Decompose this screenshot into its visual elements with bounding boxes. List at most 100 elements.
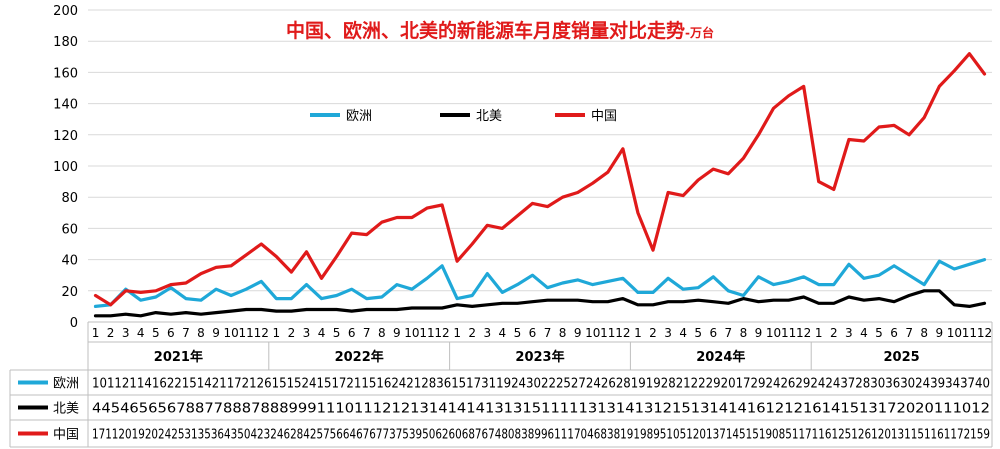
table-cell-value: 172 [950,428,970,443]
table-cell-value: 16 [376,377,391,392]
table-cell-value: 28 [290,428,303,443]
table-cell-value: 98 [640,428,653,443]
x-tick-label: 4 [137,326,145,340]
x-tick-label: 1 [634,326,642,340]
table-cell-value: 29 [751,377,766,392]
table-cell-value: 111 [554,428,574,443]
x-tick-label: 4 [318,326,326,340]
table-cell-value: 15 [182,377,197,392]
table-cell-value: 9 [307,402,316,417]
table-cell-value: 37 [840,377,855,392]
table-cell-value: 13 [410,402,429,417]
table-cell-value: 46 [277,428,290,443]
table-cell-value: 15 [287,377,302,392]
year-label: 2024年 [696,349,745,365]
table-cell-value: 39 [930,377,945,392]
table-cell-value: 39 [409,428,422,443]
x-tick-label: 2 [830,326,838,340]
table-cell-value: 13 [691,402,710,417]
table-cell-value: 57 [316,428,329,443]
table-cell-value: 22 [691,377,706,392]
table-cell-value: 14 [448,402,467,417]
x-tick-label: 4 [679,326,687,340]
x-tick-label: 6 [348,326,356,340]
x-tick-label: 3 [303,326,311,340]
x-tick-label: 2 [468,326,476,340]
table-cell-value: 76 [475,428,488,443]
table-cell-value: 145 [726,428,746,443]
table-cell-value: 46 [587,428,600,443]
y-tick-label: 40 [61,254,78,269]
table-cell-value: 75 [396,428,409,443]
table-cell-value: 62 [435,428,448,443]
x-tick-label: 12 [977,326,992,340]
table-cell-value: 105 [666,428,686,443]
series-lines [93,52,987,318]
table-cell-value: 26 [780,377,795,392]
legend-label: 中国 [591,109,617,124]
x-tick-label: 7 [182,326,190,340]
x-tick-label: 7 [544,326,552,340]
x-tick-label: 8 [197,326,205,340]
table-cell-value: 19 [132,428,145,443]
table-cell-value: 73 [382,428,395,443]
table-cell-value: 27 [571,377,586,392]
x-tick-label: 11 [419,326,434,340]
table-cell-value: 28 [616,377,631,392]
y-tick-label: 0 [70,316,78,331]
x-tick-label: 1 [92,326,100,340]
table-cell-value: 11 [317,402,336,417]
y-tick-label: 100 [53,160,78,175]
table-cell-value: 67 [369,428,382,443]
chart-title: 中国、欧洲、北美的新能源车月度销量对比走势-万台 [286,19,714,42]
x-tick-label: 1 [273,326,281,340]
table-cell-value: 8 [260,402,269,417]
table-cell-value: 15 [840,402,859,417]
x-tick-label: 2 [107,326,115,340]
table-cell-value: 28 [421,377,436,392]
x-tick-label: 11 [781,326,796,340]
series-line-中国 [93,52,987,307]
table-cell-value: 17 [736,377,751,392]
table-cell-value: 20 [118,428,131,443]
table-cell-value: 20 [721,377,736,392]
table-cell-value: 74 [488,428,501,443]
x-tick-label: 3 [122,326,130,340]
table-cell-value: 12 [391,402,410,417]
table-cell-value: 10 [92,377,107,392]
table-cell-value: 30 [526,377,541,392]
table-cell-value: 24 [586,377,601,392]
table-cell-value: 11 [354,402,373,417]
x-tick-label: 10 [223,326,238,340]
table-cell-value: 17 [331,377,346,392]
year-label: 2023年 [515,349,564,365]
table-cell-value: 12 [971,402,990,417]
table-cell-value: 29 [706,377,721,392]
table-cell-value: 5 [158,402,167,417]
table-cell-value: 24 [766,377,781,392]
table-cell-value: 7 [204,402,213,417]
table-cell-value: 31 [481,377,496,392]
x-tick-label: 8 [920,326,928,340]
x-tick-label: 9 [935,326,943,340]
table-series-name: 北美 [53,402,79,417]
table-series-name: 中国 [53,428,79,443]
table-cell-value: 21 [676,377,691,392]
table-cell-value: 9 [298,402,307,417]
table-cell-value: 5 [139,402,148,417]
table-cell-value: 6 [167,402,176,417]
y-axis: 0 20 40 60 80 100 120 140 160 180 200 [53,4,78,331]
x-tick-label: 11 [600,326,615,340]
table-cell-value: 21 [406,377,421,392]
table-value-row: 44546565678877888788899911 10 11 12 12 13 14 14… [92,402,990,417]
x-tick-label: 9 [393,326,401,340]
table-cell-value: 6 [148,402,157,417]
table-cell-value: 15 [451,377,466,392]
table-cell-value: 36 [885,377,900,392]
table-cell-value: 7 [176,402,185,417]
table-cell-value: 125 [831,428,851,443]
table-cell-value: 28 [855,377,870,392]
y-tick-label: 160 [53,66,78,81]
y-tick-label: 120 [53,129,78,144]
